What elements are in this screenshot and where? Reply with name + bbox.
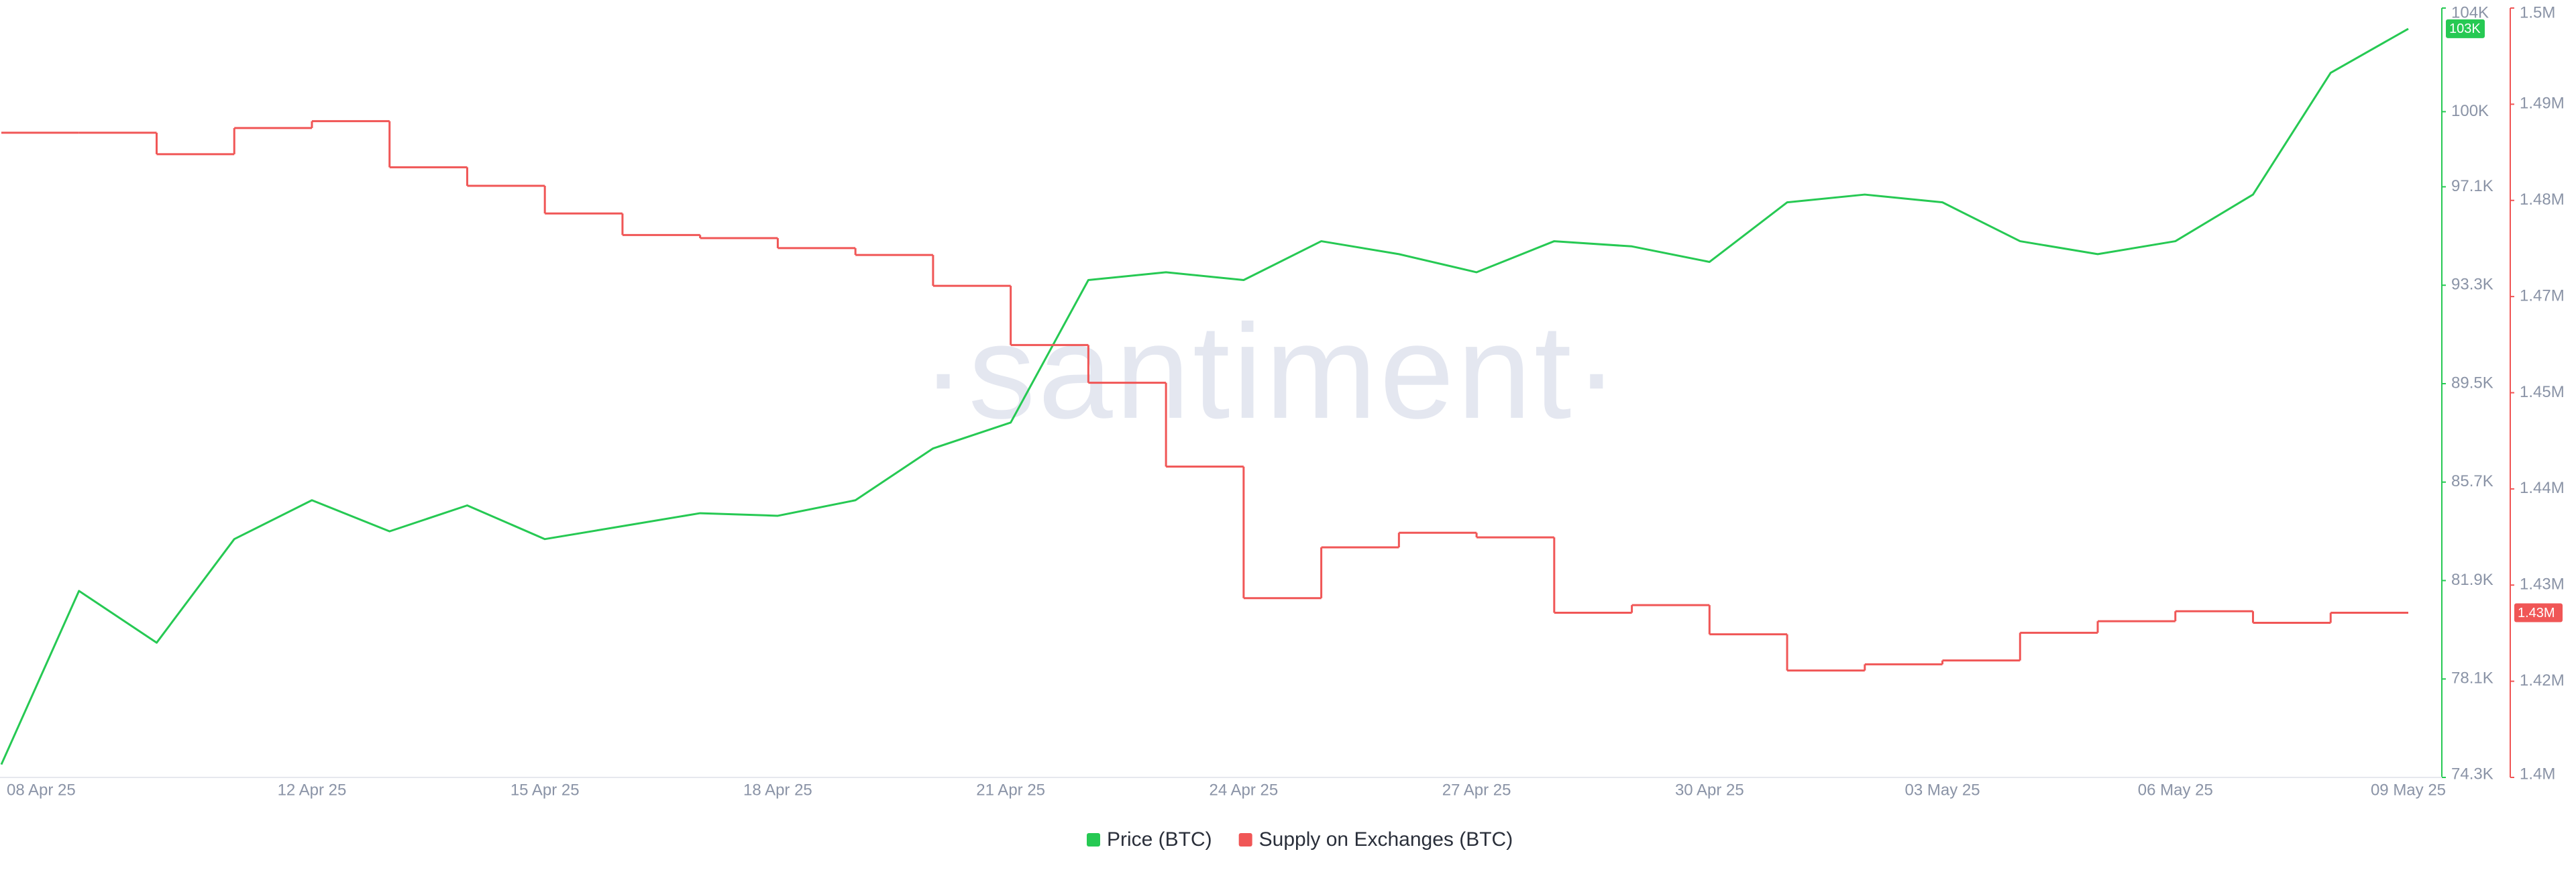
y2-tick-label: 1.48M (2520, 190, 2565, 209)
y-tick-label: 78.1K (2451, 669, 2493, 688)
y2-tick-label: 1.43M (2520, 576, 2565, 594)
legend-swatch (1238, 833, 1252, 847)
y2-tick-label: 1.42M (2520, 671, 2565, 690)
x-tick-label: 09 May 25 (2371, 781, 2446, 799)
y-tick-label: 89.5K (2451, 374, 2493, 392)
y-tick-label: 93.3K (2451, 276, 2493, 294)
y2-tick-label: 1.4M (2520, 765, 2555, 783)
x-tick-label: 27 Apr 25 (1442, 781, 1511, 799)
legend-label: Supply on Exchanges (BTC) (1259, 828, 1513, 851)
y-tick-label: 81.9K (2451, 571, 2493, 589)
last-value-badge (2514, 603, 2563, 622)
last-value-label: 1.43M (2518, 606, 2555, 620)
x-tick-label: 06 May 25 (2138, 781, 2213, 799)
legend-label: Price (BTC) (1107, 828, 1212, 851)
x-tick-label: 18 Apr 25 (743, 781, 812, 799)
x-tick-label: 30 Apr 25 (1675, 781, 1744, 799)
y-tick-label: 85.7K (2451, 472, 2493, 490)
last-value-label: 103K (2449, 21, 2481, 36)
x-tick-label: 15 Apr 25 (511, 781, 580, 799)
legend-swatch (1087, 833, 1100, 847)
series-line (0, 28, 2409, 765)
watermark: ·santiment· (921, 297, 1621, 447)
x-tick-label: 21 Apr 25 (976, 781, 1045, 799)
y2-tick-label: 1.45M (2520, 383, 2565, 401)
x-tick-label: 03 May 25 (1905, 781, 1980, 799)
x-tick-label: 24 Apr 25 (1209, 781, 1278, 799)
x-tick-label: 08 Apr 25 (7, 781, 76, 799)
y-tick-label: 100K (2451, 102, 2489, 120)
step-connector (155, 121, 2332, 671)
y2-tick-label: 1.44M (2520, 479, 2565, 497)
y2-tick-label: 1.5M (2520, 3, 2555, 21)
x-tick-label: 12 Apr 25 (278, 781, 347, 799)
y-tick-label: 74.3K (2451, 765, 2493, 783)
y2-tick-label: 1.47M (2520, 286, 2565, 305)
last-value-badge (2446, 19, 2485, 38)
y2-tick-label: 1.49M (2520, 95, 2565, 113)
y-tick-label: 104K (2451, 3, 2489, 21)
y-tick-label: 97.1K (2451, 177, 2493, 195)
